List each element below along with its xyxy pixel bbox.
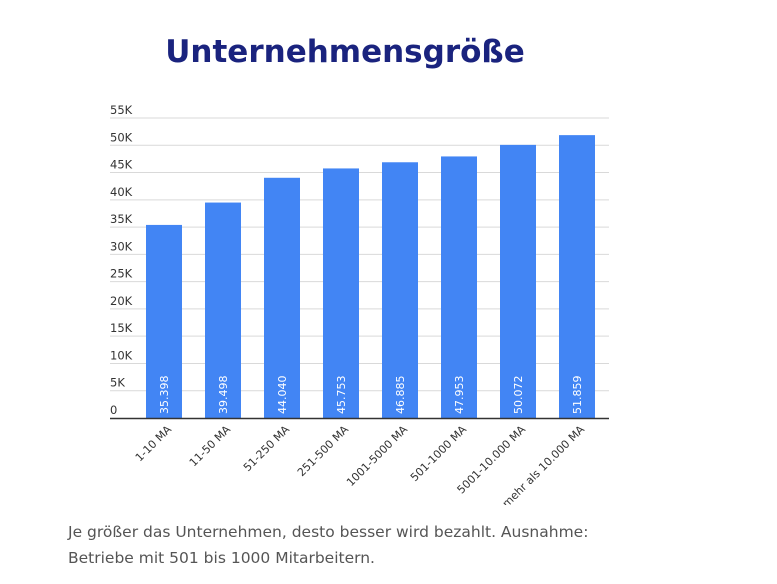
y-tick-label: 5K bbox=[110, 376, 125, 390]
data-label: 47.953 bbox=[453, 376, 466, 415]
x-tick-label: 1-10 MA bbox=[133, 423, 175, 465]
bar bbox=[323, 168, 359, 418]
y-tick-label: 15K bbox=[110, 321, 133, 335]
y-tick-label: 25K bbox=[110, 267, 133, 281]
chart-caption: Je größer das Unternehmen, desto besser … bbox=[68, 523, 589, 567]
bar bbox=[146, 224, 182, 418]
x-tick-label: 251-500 MA bbox=[295, 423, 352, 480]
data-label: 45.753 bbox=[335, 376, 348, 415]
x-tick-label: 501-1000 MA bbox=[408, 423, 469, 484]
bar bbox=[205, 202, 241, 418]
bar bbox=[382, 162, 418, 418]
y-tick-label: 20K bbox=[110, 294, 133, 308]
bar bbox=[441, 156, 477, 419]
y-tick-label: 50K bbox=[110, 130, 133, 144]
x-tick-label: 51-250 MA bbox=[241, 423, 293, 475]
bar bbox=[559, 135, 595, 418]
y-tick-label: 40K bbox=[110, 185, 133, 199]
y-tick-label: 35K bbox=[110, 212, 133, 226]
bar-chart: 0 5K 10K 15K 20K 25K 30K 35K 40K 45K 50K 55K 35.398… bbox=[110, 103, 609, 505]
data-label: 39.498 bbox=[217, 376, 230, 415]
y-tick-label: 55K bbox=[110, 103, 133, 117]
bar bbox=[264, 177, 300, 418]
x-tick-label: 11-50 MA bbox=[187, 423, 234, 470]
y-tick-label: 0 bbox=[110, 403, 117, 417]
data-label: 51.859 bbox=[571, 376, 584, 415]
y-tick-label: 45K bbox=[110, 158, 133, 172]
data-labels: 35.398 39.498 44.040 45.753 46.885 47.953 50.0… bbox=[158, 376, 584, 415]
data-label: 35.398 bbox=[158, 376, 171, 415]
bars bbox=[146, 135, 595, 419]
data-label: 44.040 bbox=[276, 376, 289, 415]
data-label: 50.072 bbox=[512, 376, 525, 415]
y-axis-tick-labels: 0 5K 10K 15K 20K 25K 30K 35K 40K 45K 50K 55K bbox=[110, 103, 133, 417]
data-label: 46.885 bbox=[394, 376, 407, 415]
chart-title: Unternehmensgröße bbox=[165, 34, 525, 70]
y-tick-label: 30K bbox=[110, 239, 133, 253]
bar bbox=[500, 144, 536, 418]
y-tick-label: 10K bbox=[110, 348, 133, 362]
x-tick-label: 1001-5000 MA bbox=[344, 423, 410, 489]
x-axis-tick-labels: 1-10 MA 11-50 MA 51-250 MA 251-500 MA1001-5… bbox=[133, 423, 588, 505]
